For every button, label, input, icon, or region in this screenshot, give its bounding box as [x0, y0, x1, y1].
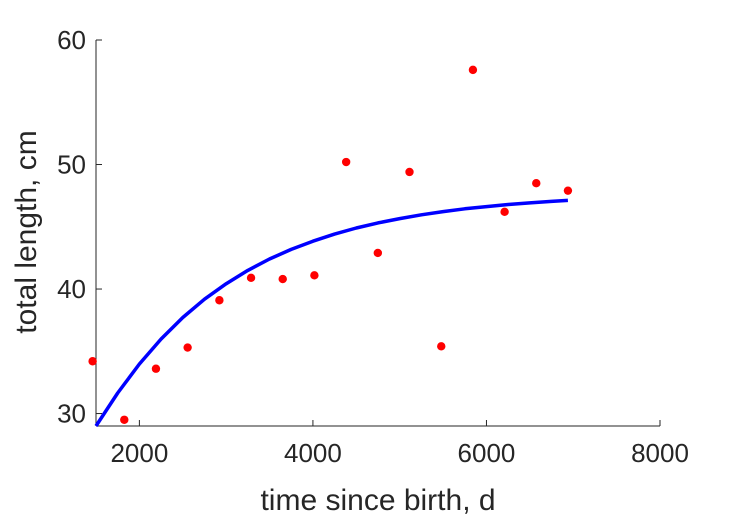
x-tick-label: 6000 [458, 438, 516, 468]
data-point [183, 343, 192, 352]
data-point [563, 186, 573, 195]
fitted-curve-layer [94, 198, 569, 427]
data-point [437, 342, 446, 351]
data-point [500, 207, 509, 217]
data-point [405, 167, 414, 177]
data-point [246, 273, 256, 283]
y-tick-label: 30 [57, 399, 86, 429]
ticks-layer: 2000 4000 6000 8000 30 40 50 60 [57, 25, 689, 468]
x-axis-label: time since birth, d [260, 484, 495, 517]
fitted-curve [94, 198, 569, 427]
data-point [373, 248, 383, 258]
axes [95, 40, 660, 427]
y-tick-label: 40 [57, 274, 86, 304]
data-point [120, 415, 129, 424]
x-tick-label: 8000 [631, 438, 689, 468]
x-tick-label: 4000 [284, 438, 342, 468]
data-point [310, 271, 319, 280]
data-points-layer [88, 65, 573, 424]
y-tick-label: 50 [57, 150, 86, 180]
y-tick-label: 60 [57, 25, 86, 55]
y-axis-label: total length, cm [10, 130, 43, 333]
data-point [532, 178, 541, 188]
data-point [341, 157, 351, 167]
data-point [278, 274, 287, 284]
x-tick-label: 2000 [110, 438, 168, 468]
data-point [215, 296, 224, 305]
data-point [88, 357, 97, 366]
data-point [468, 65, 478, 75]
data-point [151, 364, 161, 373]
